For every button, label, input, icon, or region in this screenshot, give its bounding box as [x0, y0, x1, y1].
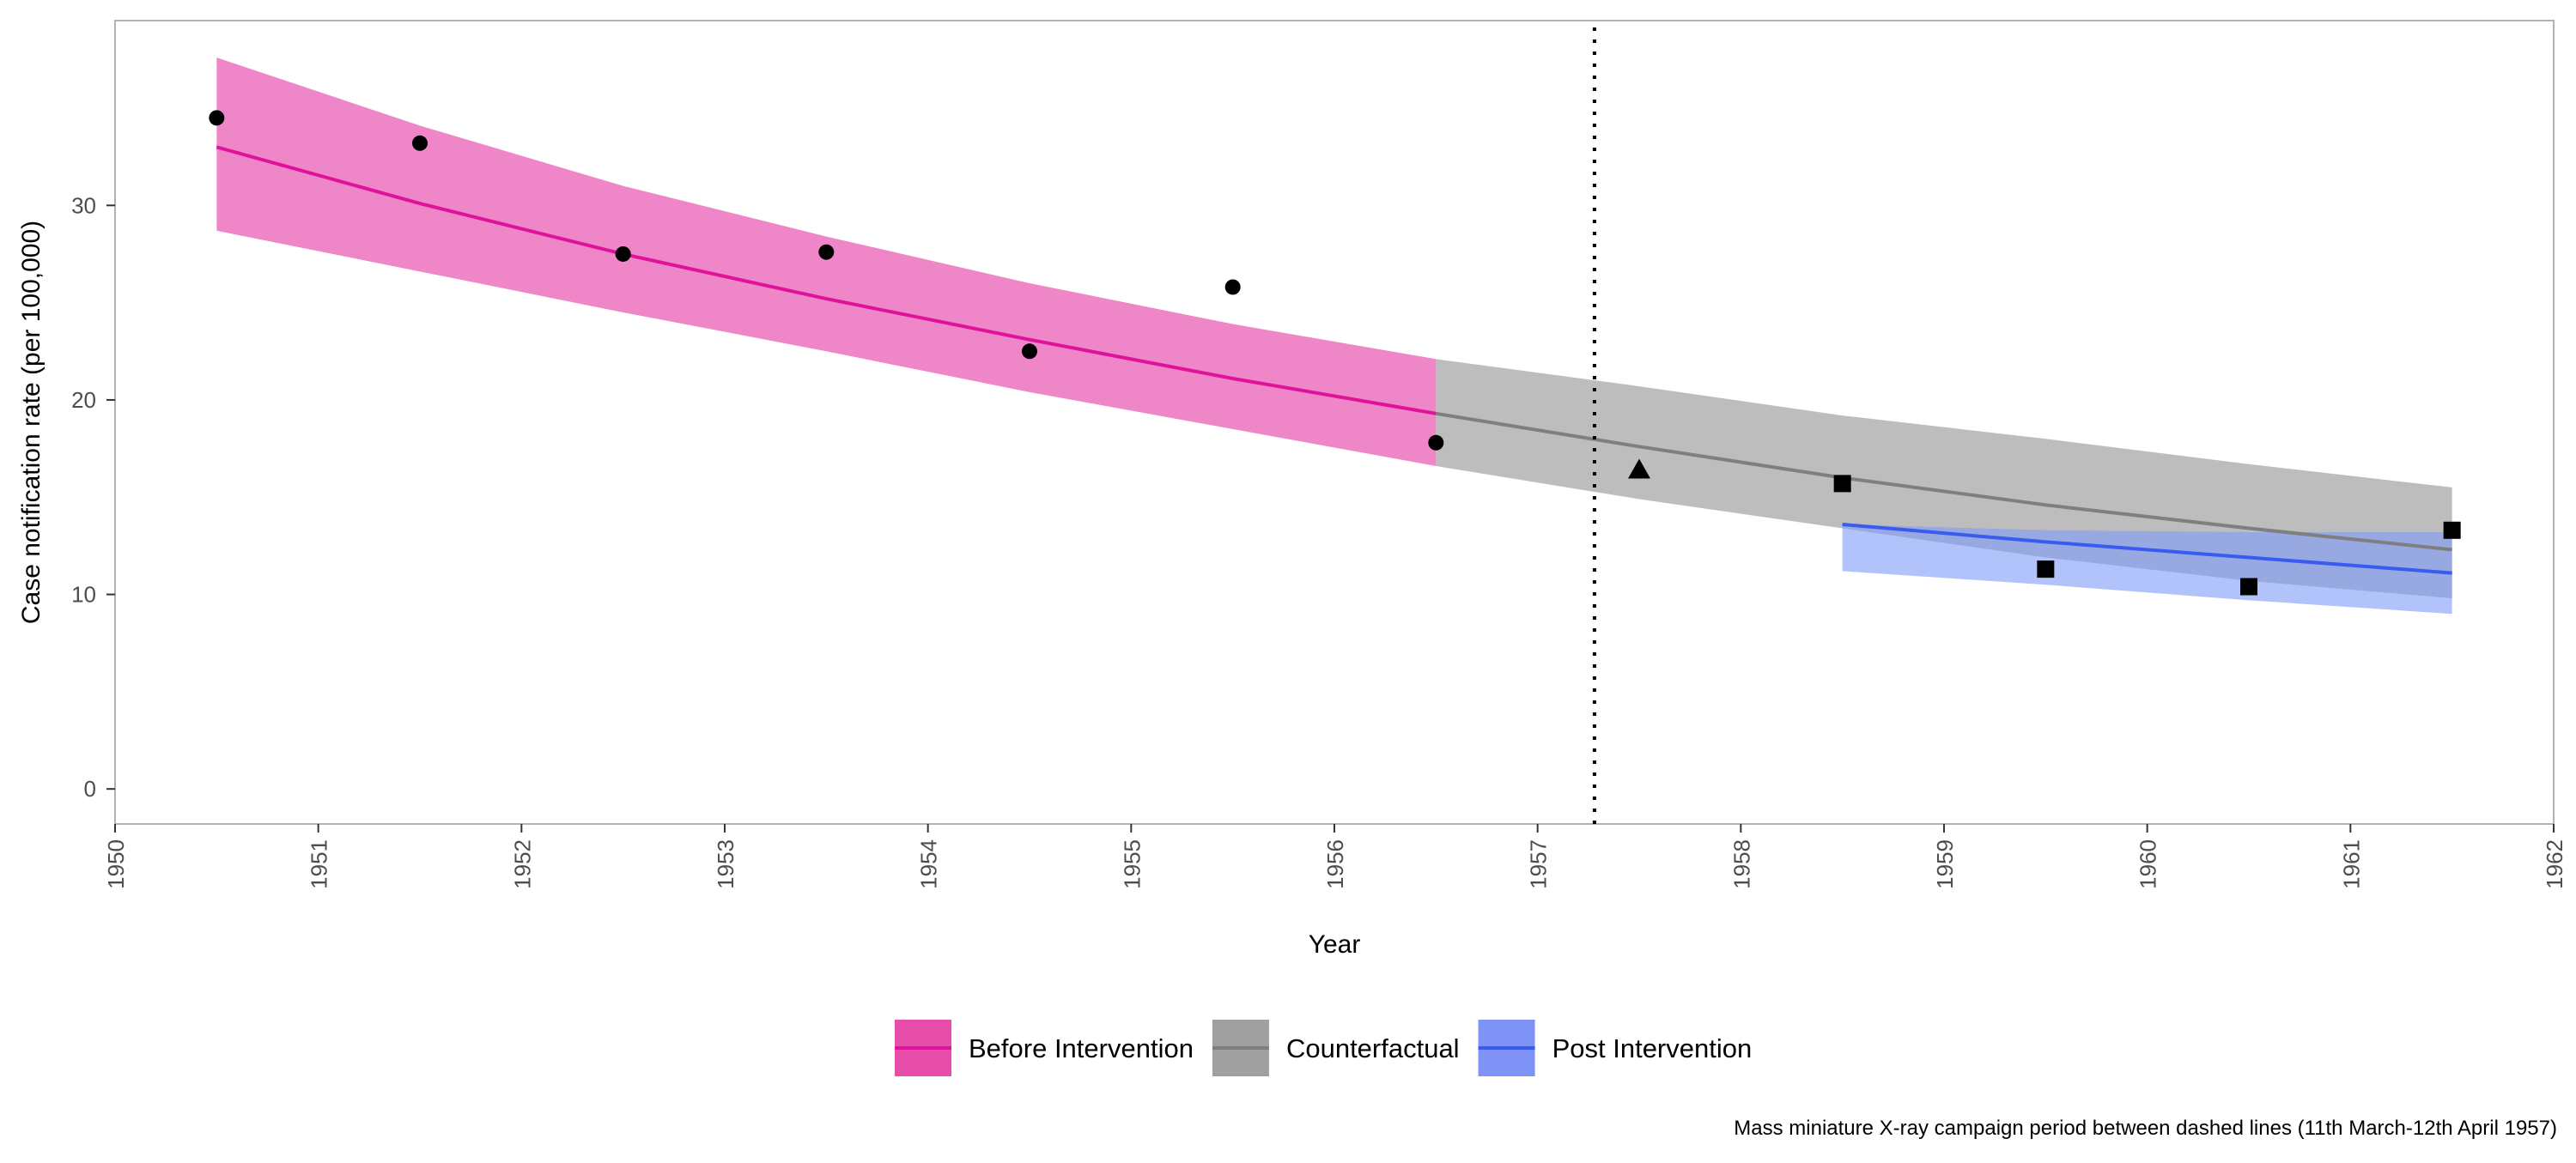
y-tick-label: 10: [71, 582, 96, 608]
legend-item-counterfactual: Counterfactual: [1212, 1020, 1460, 1076]
x-tick-label: 1955: [1119, 839, 1145, 889]
line-before-intervention: [216, 145, 1437, 415]
y-tick-label: 20: [71, 387, 96, 413]
data-point-circle: [818, 244, 835, 260]
legend-label: Post Intervention: [1552, 1033, 1753, 1063]
y-tick-label: 30: [71, 192, 96, 218]
x-tick-label: 1957: [1526, 839, 1552, 889]
legend: Before Intervention Counterfactual Post In…: [895, 1020, 1752, 1076]
y-axis: 0 10 20 30: [71, 192, 115, 802]
band-before-intervention: [216, 58, 1437, 466]
legend-label: Before Intervention: [969, 1033, 1194, 1063]
x-tick-label: 1950: [103, 839, 129, 889]
data-point-triangle: [1628, 458, 1650, 479]
x-tick-label: 1959: [1932, 839, 1958, 889]
x-tick-label: 1958: [1728, 839, 1754, 889]
y-axis-label: Case notification rate (per 100,000): [17, 221, 46, 624]
chart-caption: Mass miniature X-ray campaign period bet…: [1734, 1117, 2557, 1140]
x-tick-label: 1952: [509, 839, 535, 889]
line-counterfactual: [1436, 411, 2452, 552]
data-point-circle: [412, 135, 428, 151]
x-axis-label: Year: [1309, 930, 1361, 959]
x-tick-label: 1954: [916, 839, 942, 889]
observed-points: [209, 110, 2461, 596]
y-tick-label: 0: [84, 776, 96, 802]
data-point-circle: [1022, 343, 1037, 360]
data-point-circle: [1428, 434, 1444, 451]
data-point-square: [1833, 475, 1851, 493]
data-point-circle: [615, 245, 631, 262]
data-point-square: [2240, 578, 2257, 596]
x-tick-label: 1961: [2338, 839, 2364, 889]
band-post-intervention: [1842, 524, 2452, 615]
data-point-square: [2037, 560, 2055, 578]
legend-label: Counterfactual: [1286, 1033, 1460, 1063]
data-point-circle: [209, 110, 225, 126]
x-tick-label: 1956: [1322, 839, 1348, 889]
x-tick-label: 1951: [307, 839, 332, 889]
legend-item-before-intervention: Before Intervention: [895, 1020, 1194, 1076]
x-tick-label: 1953: [713, 839, 738, 889]
line-post-intervention: [1842, 522, 2452, 575]
fit-lines: [216, 145, 2452, 575]
data-point-square: [2443, 521, 2461, 539]
x-axis: 1950 1951 1952 1953 1954 1955 1956 1957 1958 1959…: [103, 824, 2567, 889]
x-tick-label: 1960: [2136, 839, 2161, 889]
data-point-circle: [1224, 279, 1241, 295]
confidence-bands: [216, 58, 2452, 615]
legend-item-post-intervention: Post Intervention: [1478, 1020, 1753, 1076]
x-tick-label: 1962: [2542, 839, 2567, 889]
